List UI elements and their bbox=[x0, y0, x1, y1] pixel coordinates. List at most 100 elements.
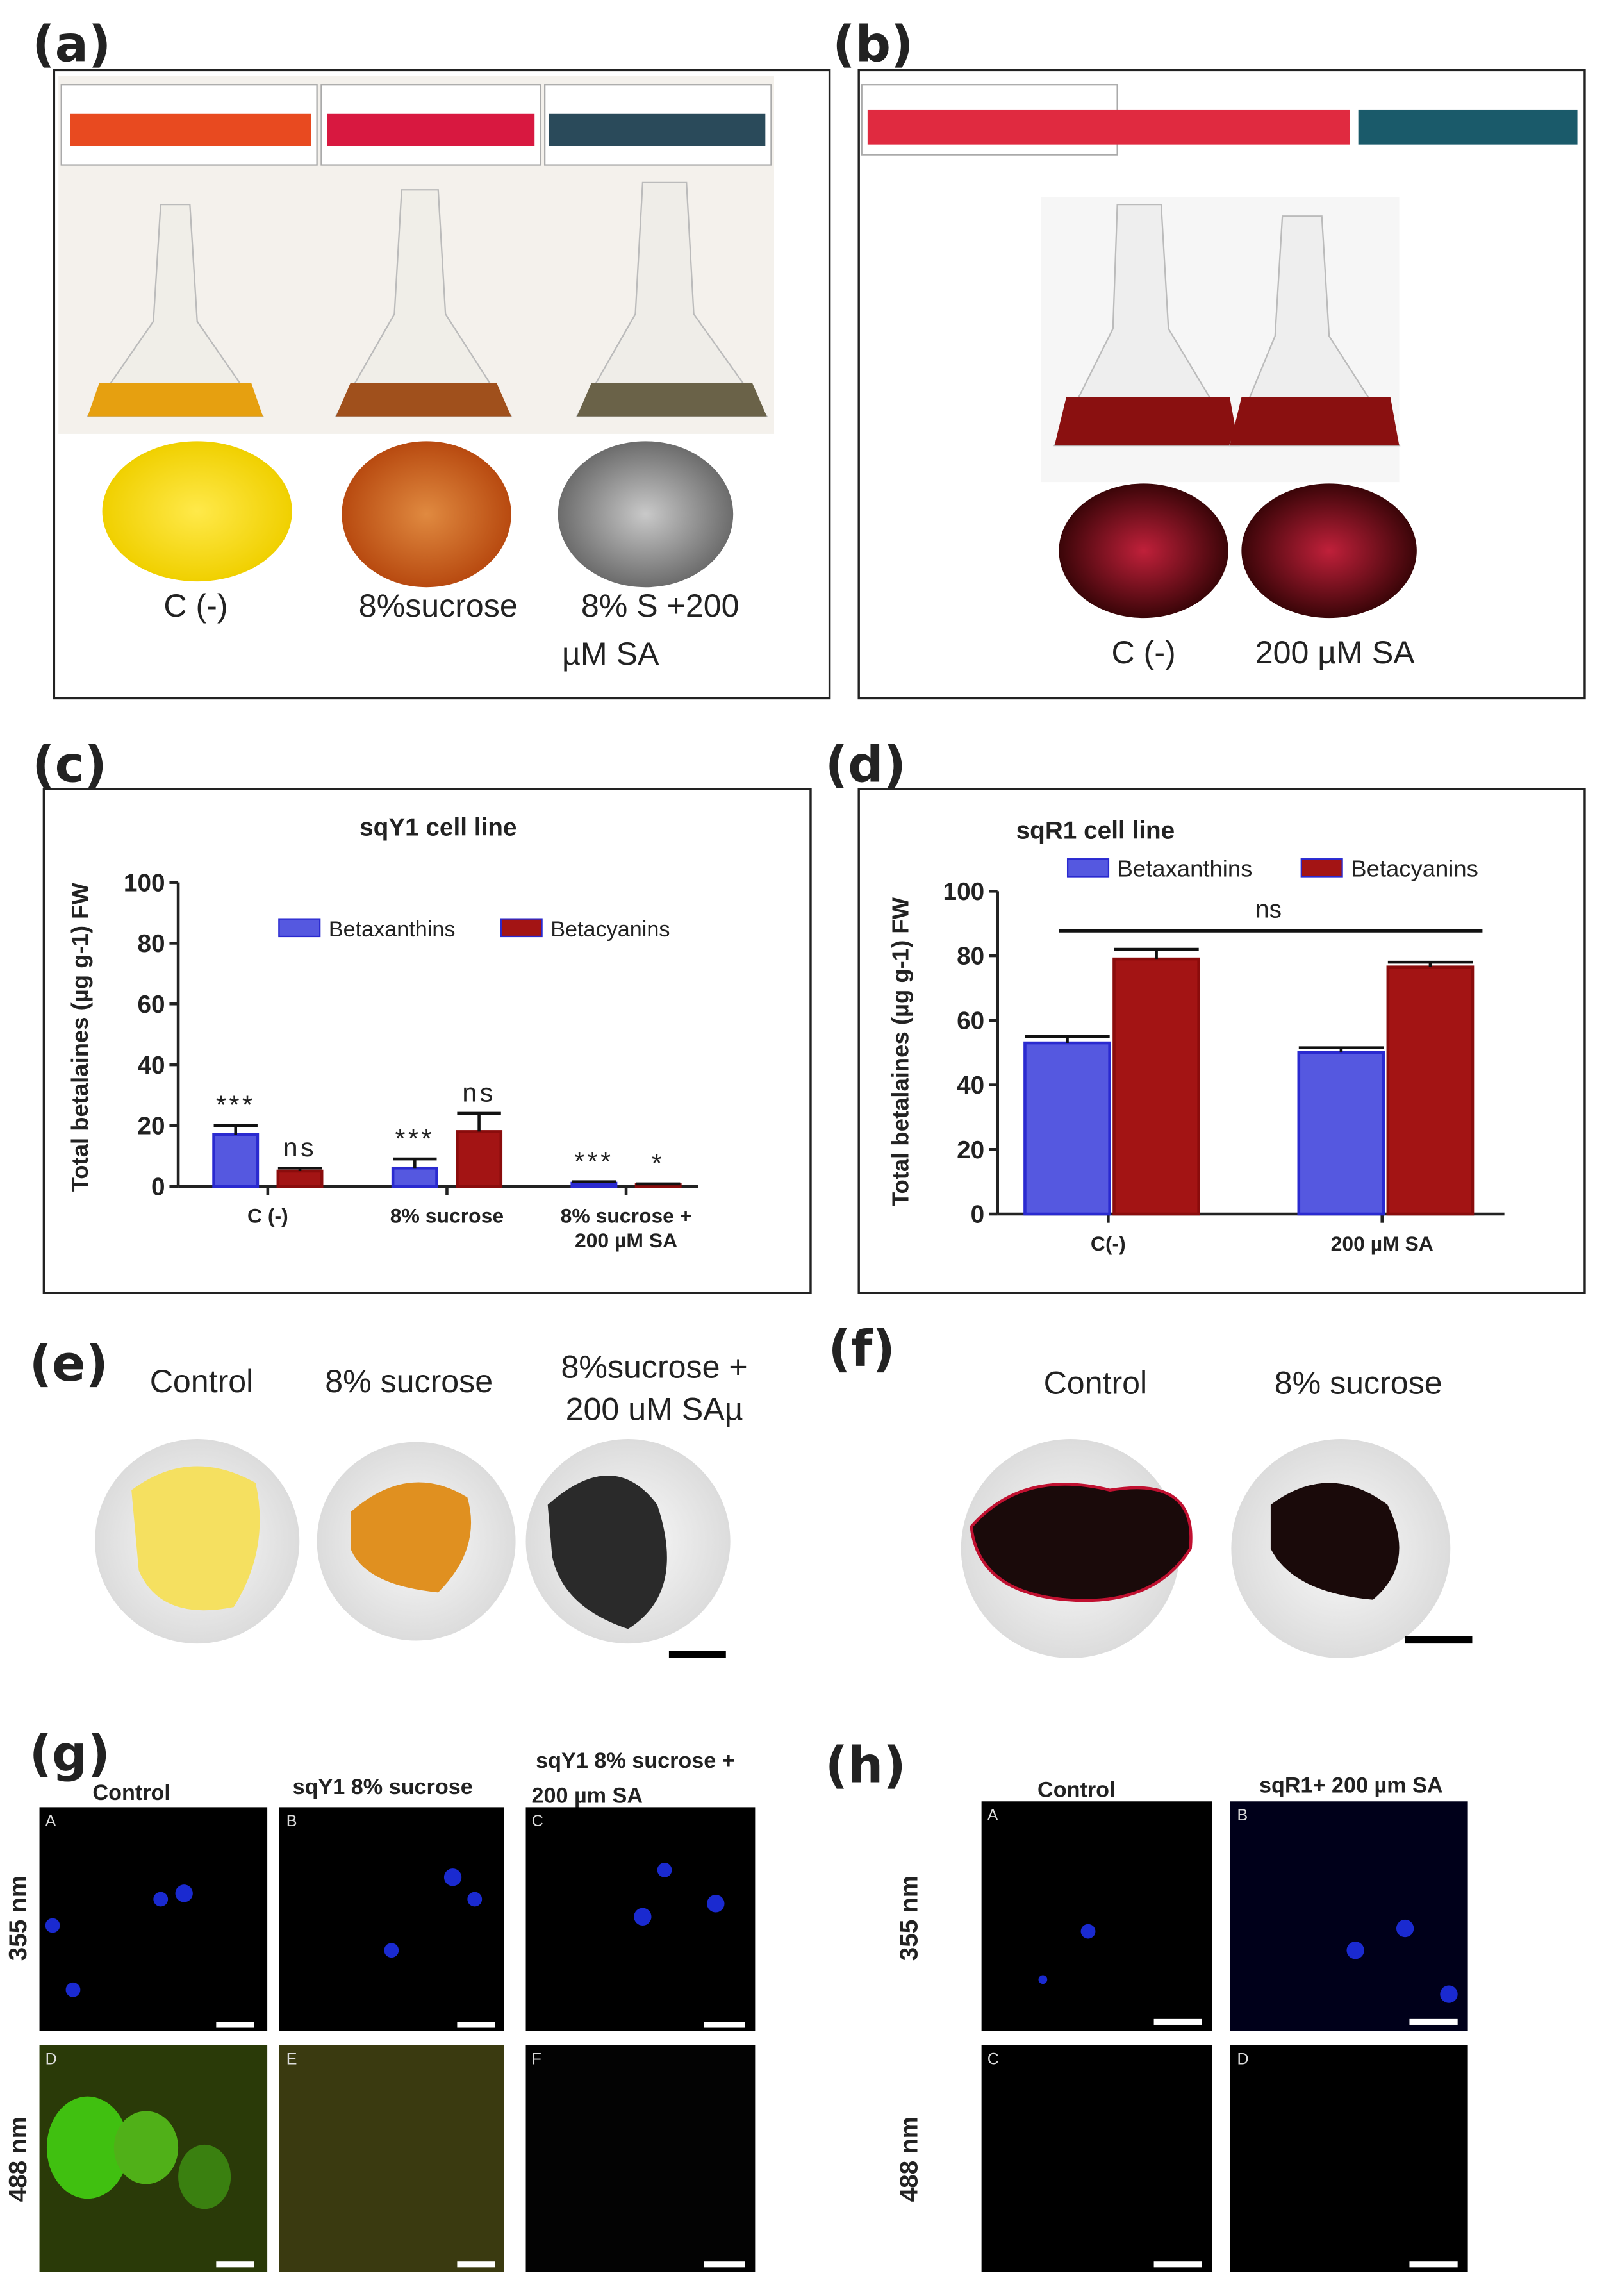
rect bbox=[457, 2261, 495, 2268]
micrograph bbox=[1230, 2045, 1468, 2272]
panel-frame bbox=[53, 69, 831, 700]
rect bbox=[1153, 2261, 1202, 2268]
circle bbox=[707, 1895, 725, 1913]
petri-dish bbox=[102, 441, 292, 582]
significance-label: *** bbox=[216, 1090, 256, 1120]
chart-title: sqR1 cell line bbox=[1016, 817, 1175, 844]
flask-liquid bbox=[1230, 397, 1400, 446]
bar bbox=[456, 1130, 503, 1188]
column-header: Control bbox=[92, 1781, 170, 1805]
micrograph bbox=[981, 2045, 1212, 2272]
error-bar bbox=[636, 1182, 681, 1186]
rect bbox=[1409, 2018, 1458, 2025]
rect bbox=[457, 2022, 495, 2028]
circle bbox=[1440, 1985, 1458, 2003]
text-line: 8% sucrose + bbox=[561, 1204, 692, 1227]
panel-frame bbox=[42, 788, 812, 1294]
rect bbox=[867, 109, 1350, 145]
fluorescence bbox=[1038, 1919, 1458, 2003]
y-tick-label: 40 bbox=[957, 1072, 984, 1099]
caption: 8% sucrose bbox=[1275, 1365, 1442, 1401]
text-line: 200 µM SA bbox=[575, 1229, 677, 1252]
significance-label: ns bbox=[462, 1078, 495, 1108]
circle bbox=[1038, 1975, 1048, 1984]
circle bbox=[153, 1892, 169, 1907]
circle bbox=[175, 1884, 193, 1902]
rect bbox=[1358, 109, 1578, 145]
scale-bar bbox=[216, 2022, 745, 2268]
caption: Control bbox=[1044, 1365, 1148, 1401]
panel-label: (e) bbox=[29, 1335, 108, 1393]
rect bbox=[1153, 2018, 1202, 2025]
y-axis-label: Total betalaines (µg g-1) FW bbox=[888, 897, 914, 1206]
caption: Control bbox=[150, 1363, 254, 1399]
panel-frame bbox=[857, 788, 1586, 1294]
petri-dish bbox=[558, 441, 734, 588]
rect bbox=[549, 113, 766, 146]
legend-swatch bbox=[500, 918, 543, 938]
row-label: 355 nm bbox=[4, 1876, 32, 1961]
micrograph bbox=[39, 1807, 268, 2031]
scale-bar bbox=[1405, 1636, 1473, 1644]
circle bbox=[657, 1862, 672, 1877]
annotation: ns bbox=[1255, 895, 1282, 923]
panel-label: (d) bbox=[825, 736, 906, 794]
circle bbox=[384, 1943, 399, 1958]
circle bbox=[1346, 1942, 1364, 1959]
fluorescence bbox=[46, 2096, 231, 2209]
legend-label: Betacyanins bbox=[1351, 856, 1478, 882]
callus bbox=[547, 1475, 667, 1629]
column-header: Control bbox=[1037, 1777, 1115, 1802]
bar bbox=[212, 1133, 260, 1188]
micrograph bbox=[279, 1807, 504, 2031]
tile-letter: A bbox=[45, 1812, 56, 1830]
tile-letter: B bbox=[286, 1812, 297, 1830]
y-tick-label: 80 bbox=[137, 930, 165, 958]
bar bbox=[1023, 1041, 1111, 1216]
circle bbox=[1396, 1919, 1414, 1938]
y-tick-label: 80 bbox=[957, 943, 984, 970]
row-label: 355 nm bbox=[895, 1876, 923, 1961]
panel-label: (b) bbox=[832, 16, 913, 74]
bar bbox=[276, 1169, 324, 1188]
tile-letter: F bbox=[532, 2051, 541, 2068]
flask bbox=[1228, 215, 1401, 447]
scale-bar bbox=[668, 1651, 726, 1658]
tile-letter: C bbox=[987, 2051, 999, 2068]
panel-label: (a) bbox=[32, 16, 111, 74]
legend-label: Betacyanins bbox=[550, 917, 670, 942]
caption: µM SA bbox=[562, 636, 659, 672]
rect bbox=[704, 2261, 745, 2268]
fluorescence bbox=[45, 1862, 725, 1997]
tile-letter: B bbox=[1237, 1806, 1248, 1824]
flask-liquid bbox=[1054, 397, 1239, 446]
circle bbox=[467, 1892, 483, 1907]
micrograph bbox=[525, 2045, 756, 2272]
caption: 200 uM SAµ bbox=[566, 1391, 743, 1427]
column-header: sqR1+ 200 µm SA bbox=[1259, 1774, 1443, 1798]
rect bbox=[704, 2022, 745, 2028]
rect bbox=[327, 113, 535, 146]
rect bbox=[1409, 2261, 1458, 2268]
x-tick-label: 8% sucrose +200 µM SA bbox=[561, 1204, 692, 1252]
error-bar bbox=[393, 1157, 437, 1169]
callus bbox=[970, 1483, 1193, 1602]
error-bar bbox=[1025, 1035, 1110, 1044]
tile-letter: D bbox=[45, 2051, 57, 2068]
caption: 8%sucrose + bbox=[561, 1349, 748, 1385]
error-bar bbox=[572, 1180, 616, 1183]
bar bbox=[1297, 1051, 1385, 1216]
y-tick-label: 40 bbox=[137, 1052, 165, 1079]
bar bbox=[1386, 965, 1475, 1216]
significance-label: *** bbox=[574, 1146, 614, 1176]
column-header: sqY1 8% sucrose bbox=[293, 1775, 473, 1799]
rect bbox=[70, 113, 311, 146]
significance-label: * bbox=[652, 1149, 665, 1178]
circle bbox=[443, 1868, 462, 1886]
x-tick-label: C(-) bbox=[1091, 1232, 1126, 1255]
ellipse bbox=[46, 2096, 129, 2199]
y-tick-label: 60 bbox=[957, 1007, 984, 1035]
error-bar bbox=[213, 1124, 258, 1135]
caption: C (-) bbox=[1112, 635, 1176, 670]
y-tick-label: 100 bbox=[943, 878, 985, 906]
